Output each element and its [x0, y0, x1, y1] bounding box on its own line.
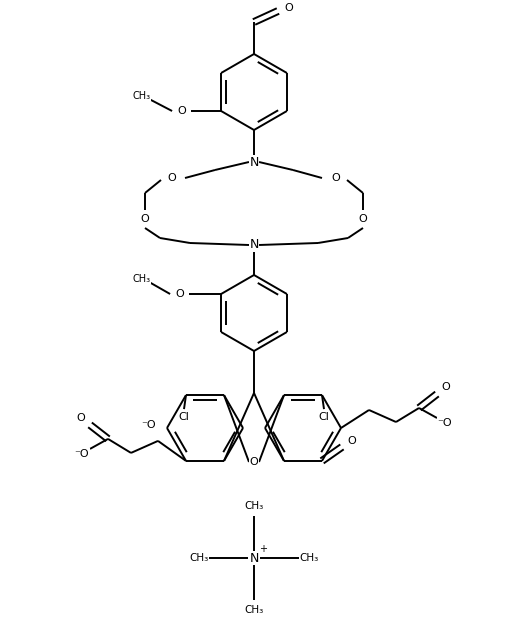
Text: N: N	[249, 155, 259, 168]
Text: O: O	[176, 289, 184, 299]
Text: CH₃: CH₃	[244, 605, 264, 615]
Text: O: O	[249, 457, 259, 467]
Text: O: O	[178, 106, 186, 116]
Text: O: O	[141, 214, 149, 224]
Text: ⁻O: ⁻O	[75, 449, 89, 459]
Text: O: O	[168, 173, 176, 183]
Text: CH₃: CH₃	[132, 91, 150, 101]
Text: N: N	[249, 552, 259, 565]
Text: CH₃: CH₃	[189, 553, 209, 563]
Text: CH₃: CH₃	[244, 501, 264, 511]
Text: ⁻O: ⁻O	[438, 418, 452, 428]
Text: N: N	[249, 239, 259, 252]
Text: O: O	[347, 436, 357, 446]
Text: Cl: Cl	[179, 412, 189, 422]
Text: CH₃: CH₃	[132, 274, 150, 284]
Text: Cl: Cl	[319, 412, 329, 422]
Text: ⁻O: ⁻O	[142, 420, 156, 430]
Text: O: O	[359, 214, 367, 224]
Text: CH₃: CH₃	[299, 553, 319, 563]
Text: O: O	[77, 413, 85, 423]
Text: O: O	[332, 173, 340, 183]
Text: O: O	[284, 3, 294, 13]
Text: O: O	[441, 382, 451, 392]
Text: +: +	[259, 544, 267, 554]
